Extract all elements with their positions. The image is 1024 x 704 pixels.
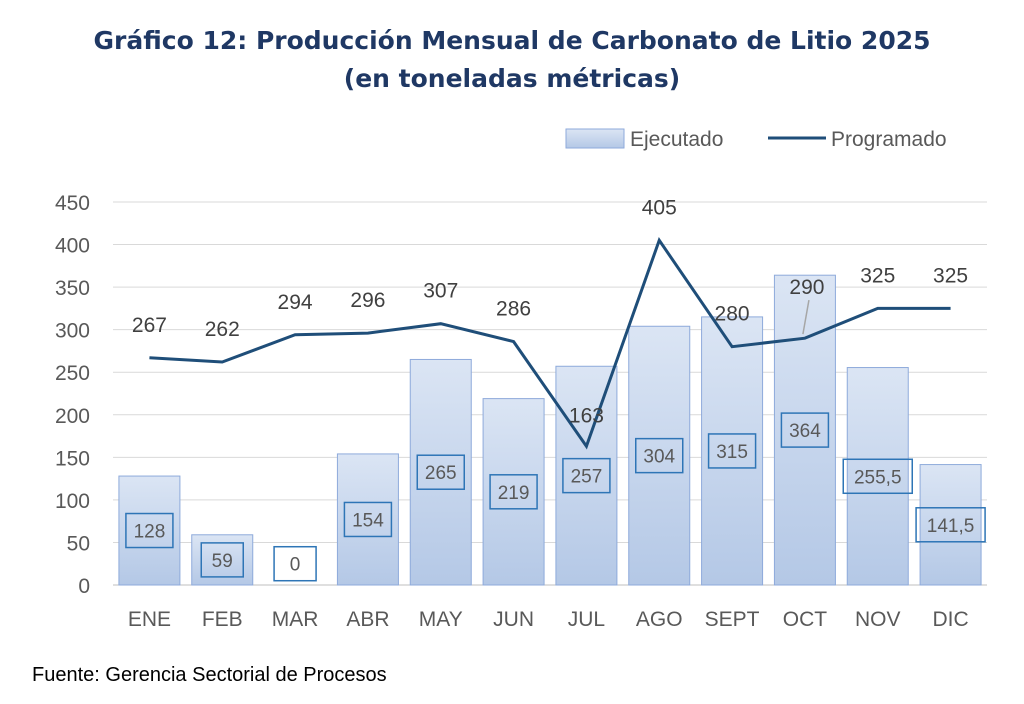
chart-subtitle: (en toneladas métricas) bbox=[343, 64, 681, 93]
source-text: Gerencia Sectorial de Procesos bbox=[105, 664, 387, 686]
line-value-label: 163 bbox=[569, 404, 604, 427]
label-leader-line bbox=[802, 300, 810, 335]
x-tick-label: DIC bbox=[932, 608, 968, 631]
x-tick-label: FEB bbox=[202, 608, 243, 631]
y-axis-ticks: 0 50 100 150 200 250 300 350 400 450 bbox=[55, 192, 90, 598]
chart: 0 50 100 150 200 250 300 350 400 450 128 59 0 154 265… bbox=[55, 128, 987, 631]
bar-value-label: 257 bbox=[571, 467, 603, 488]
series-line-programado bbox=[149, 237, 951, 450]
x-tick-label: MAY bbox=[419, 608, 463, 631]
y-tick-label: 400 bbox=[55, 235, 90, 258]
bar-label-box bbox=[707, 433, 757, 469]
legend-label-ejecutado: Ejecutado bbox=[630, 128, 723, 151]
line-value-label: 294 bbox=[278, 291, 313, 314]
bar-label-box bbox=[125, 512, 174, 549]
source-note: Fuente: Gerencia Sectorial de Procesos bbox=[32, 664, 387, 687]
bar-ejecutado bbox=[482, 398, 545, 586]
bar-ejecutado bbox=[336, 453, 399, 586]
x-tick-label: AGO bbox=[636, 608, 683, 631]
bar-value-label: 59 bbox=[212, 551, 233, 572]
line-labels: 267 262 294 296 307 286 163 405 280 290 325 325 bbox=[132, 196, 968, 427]
bar-label-box bbox=[273, 545, 317, 582]
bar-value-label: 265 bbox=[425, 463, 457, 484]
bar-value-label: 0 bbox=[290, 555, 301, 576]
line-value-label: 286 bbox=[496, 298, 531, 321]
chart-title: Gráfico 12: Producción Mensual de Carbon… bbox=[93, 26, 931, 55]
bar-labels: 128 59 0 154 265 219 257 304 315 364 255,5 141,5 bbox=[125, 412, 986, 582]
line-value-label: 280 bbox=[715, 303, 750, 326]
bar-value-label: 255,5 bbox=[854, 467, 902, 488]
source-label: Fuente: bbox=[32, 664, 100, 686]
line-value-label: 296 bbox=[350, 289, 385, 312]
line-value-label: 262 bbox=[205, 318, 240, 341]
x-tick-label: ENE bbox=[128, 608, 171, 631]
bar-label-box bbox=[200, 542, 244, 578]
legend-swatch-ejecutado bbox=[565, 128, 625, 149]
y-tick-label: 250 bbox=[55, 362, 90, 385]
bar-label-box bbox=[489, 474, 538, 510]
bars bbox=[118, 274, 982, 586]
line-value-label: 267 bbox=[132, 314, 167, 337]
x-tick-label: SEPT bbox=[705, 608, 760, 631]
y-tick-label: 150 bbox=[55, 447, 90, 470]
bar-label-box bbox=[842, 458, 913, 495]
bar-label-box bbox=[416, 454, 465, 490]
line-value-label: 325 bbox=[860, 264, 895, 287]
bar-label-box bbox=[915, 507, 986, 543]
bar-value-label: 364 bbox=[789, 421, 821, 442]
bar-ejecutado bbox=[846, 367, 909, 586]
y-tick-label: 350 bbox=[55, 277, 90, 300]
bar-ejecutado bbox=[118, 475, 181, 586]
x-tick-label: MAR bbox=[272, 608, 319, 631]
bar-value-label: 304 bbox=[643, 447, 675, 468]
line-value-label: 405 bbox=[642, 196, 677, 219]
y-tick-label: 100 bbox=[55, 490, 90, 513]
y-tick-label: 50 bbox=[67, 532, 90, 555]
x-tick-label: ABR bbox=[346, 608, 389, 631]
bar-ejecutado bbox=[409, 358, 472, 586]
bar-value-label: 128 bbox=[134, 522, 166, 543]
line-value-label: 307 bbox=[423, 280, 458, 303]
bar-label-box bbox=[780, 412, 830, 448]
y-tick-label: 200 bbox=[55, 405, 90, 428]
bar-ejecutado bbox=[628, 325, 691, 586]
bar-value-label: 141,5 bbox=[927, 516, 975, 537]
y-tick-label: 450 bbox=[55, 192, 90, 215]
bar-ejecutado bbox=[701, 316, 764, 586]
line-value-label: 325 bbox=[933, 264, 968, 287]
programado-line bbox=[149, 237, 951, 450]
x-tick-label: NOV bbox=[855, 608, 901, 631]
bar-label-box bbox=[343, 501, 393, 538]
bar-value-label: 315 bbox=[716, 442, 748, 463]
bar-label-box bbox=[562, 457, 611, 494]
y-tick-label: 300 bbox=[55, 320, 90, 343]
x-axis-ticks: ENE FEB MAR ABR MAY JUN JUL AGO SEPT OCT NOV DIC bbox=[128, 608, 969, 631]
legend: Ejecutado Programado bbox=[565, 128, 947, 151]
y-tick-label: 0 bbox=[78, 575, 90, 598]
bar-ejecutado bbox=[555, 365, 618, 586]
x-tick-label: JUN bbox=[493, 608, 534, 631]
gridlines bbox=[113, 201, 987, 586]
legend-label-programado: Programado bbox=[831, 128, 947, 151]
bar-value-label: 219 bbox=[498, 483, 530, 504]
x-tick-label: OCT bbox=[783, 608, 828, 631]
bar-value-label: 154 bbox=[352, 510, 384, 531]
bar-ejecutado bbox=[919, 464, 982, 586]
line-value-label: 290 bbox=[789, 276, 824, 299]
bar-label-box bbox=[635, 437, 684, 474]
x-tick-label: JUL bbox=[568, 608, 605, 631]
